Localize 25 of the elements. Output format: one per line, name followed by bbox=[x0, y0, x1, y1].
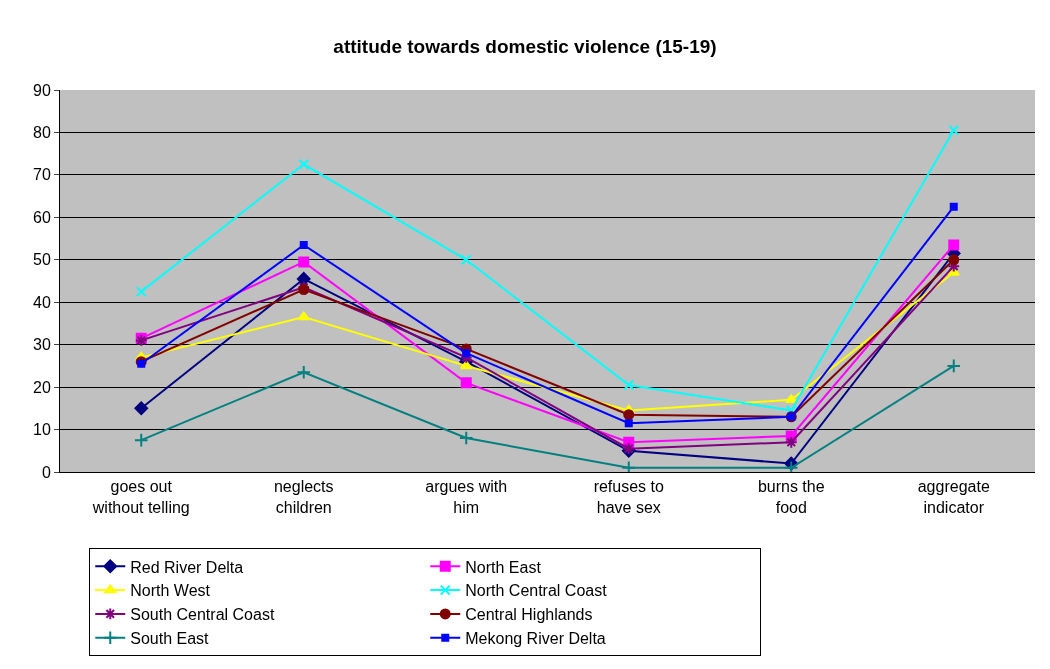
x-tick-label: refuses to have sex bbox=[593, 478, 664, 516]
y-tick-label: 50 bbox=[33, 251, 51, 269]
y-tick-label: 90 bbox=[33, 81, 51, 99]
legend-label: Red River Delta bbox=[130, 558, 244, 576]
y-tick-label: 10 bbox=[33, 421, 51, 439]
x-tick-label: neglects children bbox=[273, 478, 334, 516]
legend-label: Mekong River Delta bbox=[465, 629, 606, 647]
y-tick-label: 80 bbox=[33, 124, 51, 142]
y-tick-label: 70 bbox=[33, 166, 51, 184]
legend-label: North West bbox=[130, 582, 211, 600]
y-tick-label: 60 bbox=[33, 208, 51, 226]
legend-label: North Central Coast bbox=[465, 582, 608, 600]
legend-label: Central Highlands bbox=[465, 606, 593, 624]
y-tick-label: 40 bbox=[33, 293, 51, 311]
y-tick-label: 30 bbox=[33, 336, 51, 354]
x-tick-label: goes out without telling bbox=[91, 478, 190, 516]
y-tick-label: 0 bbox=[41, 463, 51, 481]
x-tick-label: burns the food bbox=[757, 478, 825, 516]
legend-label: South East bbox=[130, 629, 210, 647]
x-tick-label: argues with him bbox=[425, 478, 508, 516]
chart-title: attitude towards domestic violence (15-19) bbox=[333, 36, 717, 58]
y-tick-label: 20 bbox=[33, 378, 51, 396]
legend-label: South Central Coast bbox=[130, 606, 275, 624]
x-tick-label: aggregate indicator bbox=[917, 478, 990, 516]
legend-label: North East bbox=[465, 558, 542, 576]
